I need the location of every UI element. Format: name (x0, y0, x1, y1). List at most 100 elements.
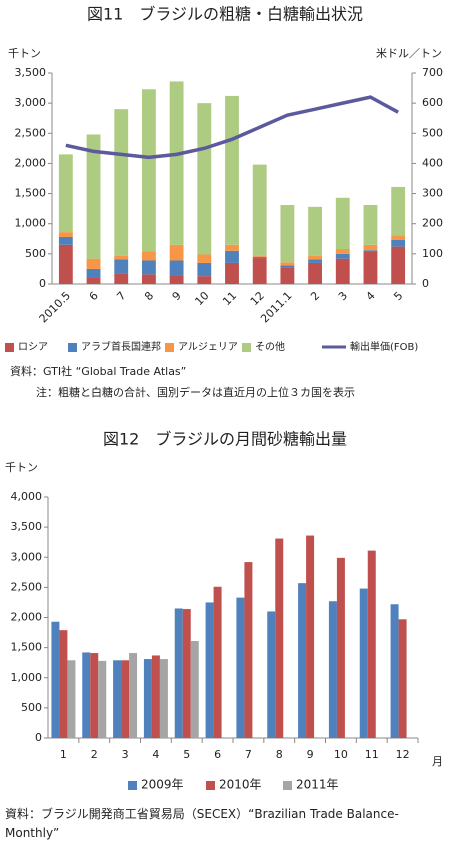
tick-label: 4,000 (11, 490, 43, 503)
bar (98, 660, 107, 738)
tick-label: 2,500 (11, 580, 43, 593)
bar-segment (280, 262, 295, 266)
x-tick-label: 10 (192, 289, 211, 308)
legend-label: 2011年 (296, 778, 339, 792)
bar-segment (114, 273, 129, 284)
bar (90, 653, 99, 738)
x-tick-label: 6 (214, 748, 221, 761)
x-axis-label: 月 (432, 755, 443, 768)
bar-segment (58, 244, 73, 284)
tick-label: 500 (25, 247, 46, 260)
bar-segment (363, 250, 378, 252)
legend-label: 2010年 (219, 778, 262, 792)
tick-label: 3,500 (15, 66, 47, 79)
bar (82, 652, 91, 738)
tick-label: 2,500 (15, 126, 47, 139)
legend-label: アラブ首長国連邦 (81, 340, 161, 353)
bar-segment (86, 268, 101, 278)
tick-label: 300 (422, 187, 443, 200)
bar (143, 659, 152, 738)
line (65, 95, 399, 160)
bar-segment (225, 244, 239, 251)
bar-segment (225, 95, 239, 245)
bar-segment (169, 260, 184, 276)
tick-label: 3,000 (15, 96, 47, 109)
bar-segment (363, 205, 378, 245)
bar-segment (114, 259, 129, 274)
bar-segment (252, 258, 267, 284)
bar (151, 655, 160, 738)
bar-segment (169, 81, 184, 245)
x-tick-label: 8 (142, 289, 156, 303)
source: 資料：ブラジル開発商工省貿易局（SECEX）“Brazilian Trade B… (5, 807, 399, 840)
x-tick-label: 7 (114, 289, 128, 303)
tick-label: 0 (35, 731, 42, 744)
bar (359, 588, 368, 738)
bar-segment (142, 89, 156, 252)
bar (236, 597, 245, 738)
bar (174, 608, 183, 738)
bar-segment (197, 262, 212, 277)
bar-segment (252, 164, 267, 256)
bar (190, 640, 199, 738)
x-tick-label: 9 (170, 289, 184, 303)
legend-label: 輸出単価(FOB) (350, 340, 418, 353)
bar-segment (280, 267, 295, 284)
bar (328, 601, 337, 738)
tick-label: 400 (422, 156, 443, 169)
tick-label: 3,500 (11, 520, 43, 533)
bar-segment (280, 265, 295, 268)
chart-title: 図12 ブラジルの月間砂糖輸出量 (103, 430, 347, 449)
legend-swatch (242, 343, 251, 352)
bar (244, 562, 253, 738)
x-tick-label: 4 (364, 289, 378, 303)
y2-axis-label: 米ドル／トン (376, 47, 442, 60)
bar-segment (308, 262, 322, 284)
bar-segment (197, 103, 212, 255)
tick-label: 100 (422, 247, 443, 260)
tick-label: 0 (39, 277, 46, 290)
tick-label: 1,500 (15, 187, 47, 200)
x-tick-label: 2011.1 (258, 289, 294, 325)
tick-label: 700 (422, 66, 443, 79)
bar-segment (142, 274, 156, 284)
bar (306, 535, 315, 738)
x-tick-label: 11 (365, 748, 379, 761)
bar (267, 611, 276, 738)
x-tick-label: 2010.5 (37, 289, 73, 325)
bar-segment (58, 154, 73, 233)
tick-label: 500 (21, 701, 42, 714)
tick-label: 0 (422, 277, 429, 290)
x-tick-label: 12 (396, 748, 410, 761)
tick-label: 2,000 (11, 611, 43, 624)
bar-segment (335, 253, 350, 259)
bar (129, 653, 138, 738)
tick-label: 1,500 (11, 641, 43, 654)
bar-segment (391, 239, 406, 247)
legend-swatch (283, 781, 292, 790)
bar-segment (308, 255, 322, 260)
bar (121, 660, 130, 738)
tick-label: 1,000 (11, 671, 43, 684)
bar-segment (252, 255, 267, 257)
x-tick-label: 4 (152, 748, 159, 761)
bar (336, 557, 345, 738)
bar-segment (391, 186, 406, 236)
tick-label: 1,000 (15, 217, 47, 230)
x-tick-label: 1 (60, 748, 67, 761)
bar-segment (197, 276, 212, 284)
bar-segment (86, 134, 101, 259)
bar-segment (252, 256, 267, 259)
tick-label: 600 (422, 96, 443, 109)
bar (213, 586, 222, 738)
bar-segment (225, 262, 239, 284)
x-tick-label: 10 (334, 748, 348, 761)
x-tick-label: 6 (87, 289, 101, 303)
x-tick-label: 5 (183, 748, 190, 761)
legend-label: その他 (255, 340, 285, 353)
bar (182, 609, 191, 738)
legend-swatch (68, 343, 77, 352)
bar (390, 604, 399, 738)
bar-segment (86, 258, 101, 269)
